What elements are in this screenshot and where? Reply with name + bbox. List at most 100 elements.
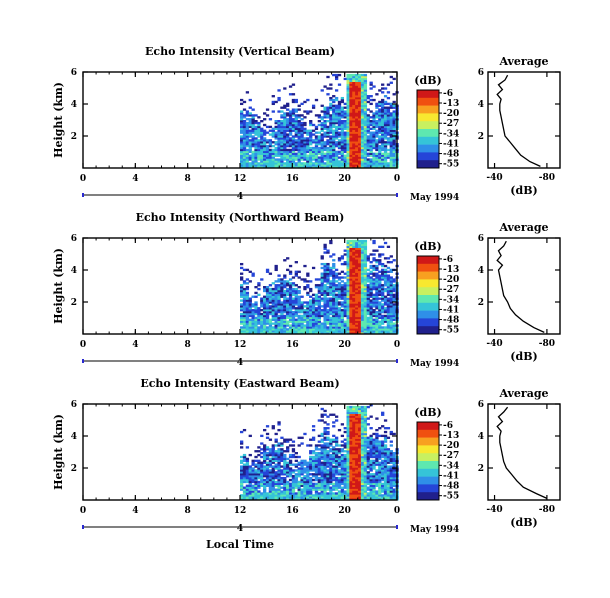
heatmap-cell (320, 478, 324, 482)
heatmap-cell (260, 141, 264, 144)
heatmap-cell (268, 320, 273, 323)
heatmap-cell (369, 160, 373, 163)
heatmap-cell (323, 251, 327, 254)
heatmap-cell (254, 162, 258, 165)
heatmap-cell (378, 166, 382, 169)
heatmap-cell (363, 448, 368, 451)
heatmap-cell (314, 137, 319, 140)
heatmap-cell (340, 137, 345, 140)
heatmap-cell (240, 480, 244, 484)
heatmap-cell (337, 293, 342, 296)
heatmap-cell (277, 137, 281, 140)
heatmap-cell (363, 280, 368, 283)
heatmap-cell (375, 282, 379, 285)
heatmap-cell (263, 160, 267, 163)
heatmap-cell (314, 310, 319, 314)
heatmap-cell (323, 461, 327, 464)
heatmap-cell (306, 482, 310, 486)
heatmap-cell (340, 141, 345, 144)
heatmap-cell (383, 270, 388, 273)
heatmap-cell (343, 249, 347, 252)
heatmap-cell (280, 158, 284, 161)
heatmap-cell (355, 144, 359, 148)
heatmap-cell (294, 293, 298, 296)
heatmap-cell (369, 453, 373, 457)
heatmap-cell (311, 436, 316, 439)
heatmap-cell (363, 322, 368, 325)
heatmap-cell (334, 131, 339, 134)
heatmap-cell (251, 324, 255, 327)
heatmap-cell (245, 135, 250, 138)
heatmap-cell (265, 291, 270, 295)
heatmap-cell (280, 498, 284, 501)
heatmap-cell (378, 274, 382, 277)
heatmap-cell (360, 270, 365, 273)
heatmap-cell (277, 295, 281, 298)
heatmap-cell (386, 127, 391, 130)
heatmap-cell (346, 492, 350, 495)
heatmap-cell (355, 314, 359, 318)
heatmap-cell (349, 287, 353, 291)
heatmap-cell (326, 158, 330, 161)
heatmap-cell (355, 156, 359, 159)
heatmap-cell (242, 297, 247, 300)
heatmap-cell (386, 307, 391, 310)
heatmap-cell (358, 110, 362, 113)
heatmap-cell (242, 457, 247, 461)
heatmap-cell (372, 158, 376, 161)
heatmap-cell (283, 135, 287, 138)
heatmap-cell (288, 309, 293, 312)
heatmap-cell (332, 440, 336, 443)
heatmap-cell (352, 264, 356, 268)
heatmap-cell (288, 295, 293, 298)
heatmap-cell (332, 421, 336, 424)
colorbar-segment (417, 136, 439, 145)
colorbar-tick-label: -55 (443, 326, 459, 336)
heatmap-cell (242, 496, 247, 499)
heatmap-cell (366, 326, 370, 329)
heatmap-cell (369, 143, 373, 146)
heatmap-cell (355, 245, 359, 248)
heatmap-cell (323, 452, 327, 455)
heatmap-cell (334, 144, 339, 148)
heatmap-cell (363, 312, 368, 316)
heatmap-cell (274, 137, 278, 140)
heatmap-cell (332, 318, 336, 321)
heatmap-cell (280, 154, 284, 157)
heatmap-cell (317, 150, 321, 154)
heatmap-cell (257, 318, 261, 321)
heatmap-cell (332, 259, 336, 262)
heatmap-cell (383, 278, 388, 281)
heatmap-cell (326, 476, 330, 480)
heatmap-cell (358, 448, 362, 451)
heatmap-cell (332, 95, 336, 98)
heatmap-cell (280, 286, 284, 289)
heatmap-cell (294, 272, 298, 275)
heatmap-cell (349, 272, 353, 275)
heatmap-cell (317, 419, 321, 422)
heatmap-cell (369, 463, 373, 466)
colorbar-tick-label: -20 (443, 109, 459, 119)
heatmap-cell (389, 291, 393, 295)
heatmap-cell (245, 164, 250, 167)
heatmap-cell (323, 473, 327, 476)
heatmap-cell (346, 469, 350, 472)
heatmap-cell (378, 332, 382, 335)
heatmap-cell (297, 324, 301, 327)
heatmap-cell (360, 440, 365, 443)
heatmap-cell (306, 309, 310, 312)
heatmap-cell (300, 476, 304, 480)
y-tick-label: 2 (71, 298, 77, 308)
heatmap-cell (257, 328, 261, 331)
heatmap-cell (352, 95, 356, 98)
heatmap-cell (271, 309, 275, 312)
heatmap-cell (358, 100, 362, 104)
heatmap-cell (355, 112, 359, 115)
heatmap-cell (349, 463, 353, 466)
heatmap-cell (360, 135, 365, 138)
heatmap-cell (381, 123, 385, 127)
heatmap-cell (306, 314, 310, 318)
heatmap-cell (323, 266, 327, 270)
heatmap-cell (291, 486, 296, 489)
heatmap-cell (352, 328, 356, 331)
